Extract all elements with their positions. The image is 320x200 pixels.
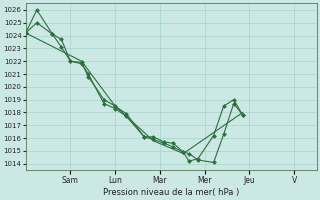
X-axis label: Pression niveau de la mer( hPa ): Pression niveau de la mer( hPa ) (103, 188, 239, 197)
